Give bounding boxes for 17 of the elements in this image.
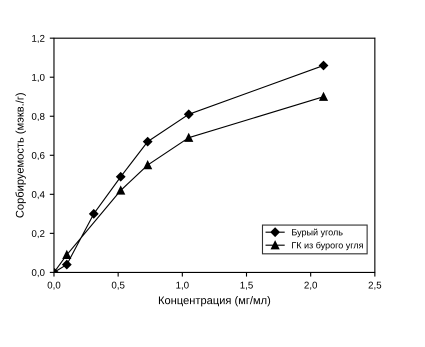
y-tick-label: 0,4 [32,191,45,200]
x-tick-label: 0,0 [48,282,60,290]
y-tick-label: 0,0 [32,269,45,278]
y-axis-title: Сорбируемость (мэкв./г) [15,93,26,218]
y-tick-label: 1,0 [32,74,45,82]
legend-label: Бурый уголь [292,228,343,238]
y-tick-label: 0,6 [32,152,45,160]
y-tick-label: 0,8 [32,112,45,122]
x-tick-label: 1,0 [176,282,189,290]
legend-label: ГК из бурого угля [292,242,363,250]
y-tick-label: 0,2 [32,230,44,238]
x-tick-label: 2,0 [304,282,318,290]
y-tick-label: 1,2 [32,34,44,43]
x-axis-title: Концентрация (мг/мл) [158,296,270,306]
x-tick-label: 1,5 [240,282,253,290]
x-tick-label: 2,5 [368,282,382,290]
x-tick-label: 0,5 [112,282,124,290]
